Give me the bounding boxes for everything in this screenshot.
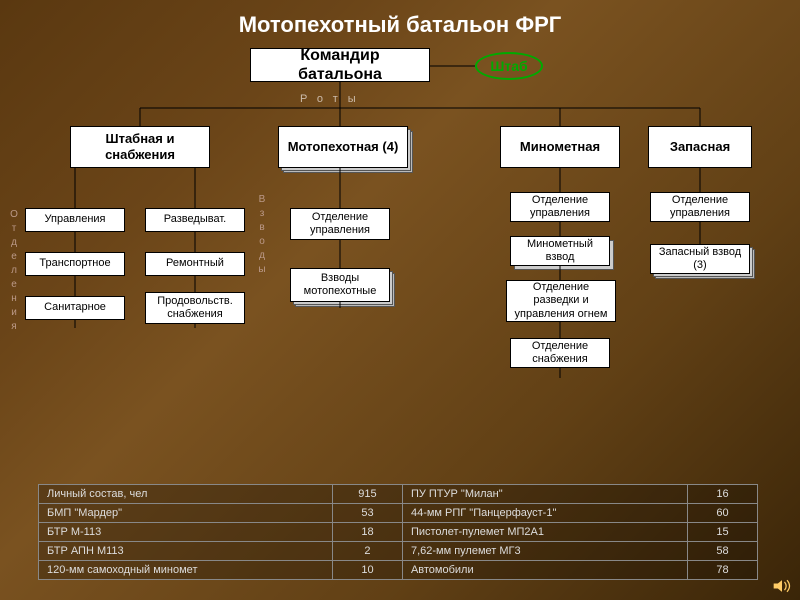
moto-otdel: Отделение управления <box>290 208 390 240</box>
table-cell-label: Автомобили <box>402 561 687 580</box>
table-row: БМП "Мардер"5344-мм РПГ "Панцерфауст-1"6… <box>39 504 758 523</box>
shtab-node: Штаб <box>475 52 543 80</box>
table-cell-value: 78 <box>688 561 758 580</box>
table-row: БТР АПН М11327,62-мм пулемет МГ358 <box>39 542 758 561</box>
table-cell-label: БТР АПН М113 <box>39 542 333 561</box>
mortar-otdel-upr: Отделение управления <box>510 192 610 222</box>
table-cell-label: БТР М-113 <box>39 523 333 542</box>
sound-icon <box>772 578 792 594</box>
reserve-vzvod: Запасный взвод (3) <box>650 244 750 274</box>
hq-sanitar: Санитарное <box>25 296 125 320</box>
hq-upravleniya: Управления <box>25 208 125 232</box>
table-cell-value: 18 <box>332 523 402 542</box>
table-row: Личный состав, чел915ПУ ПТУР "Милан"16 <box>39 485 758 504</box>
table-cell-value: 915 <box>332 485 402 504</box>
company-hq: Штабная и снабжения <box>70 126 210 168</box>
table-row: БТР М-11318Пистолет-пулемет МП2А115 <box>39 523 758 542</box>
org-chart: Командир батальона Штаб Роты Штабная и с… <box>0 48 800 458</box>
hq-razved: Разведыват. <box>145 208 245 232</box>
hq-remont: Ремонтный <box>145 252 245 276</box>
table-cell-label: БМП "Мардер" <box>39 504 333 523</box>
hq-prodov: Продовольств. снабжения <box>145 292 245 324</box>
company-reserve: Запасная <box>648 126 752 168</box>
table-row: 120-мм самоходный миномет10Автомобили78 <box>39 561 758 580</box>
mortar-razved: Отделение разведки и управления огнем <box>506 280 616 322</box>
table-cell-label: Личный состав, чел <box>39 485 333 504</box>
page-title: Мотопехотный батальон ФРГ <box>0 0 800 38</box>
reserve-otdel: Отделение управления <box>650 192 750 222</box>
table-cell-value: 10 <box>332 561 402 580</box>
table-cell-label: 7,62-мм пулемет МГ3 <box>402 542 687 561</box>
roty-label: Роты <box>300 93 366 105</box>
vzvody-label: Взводы <box>256 193 268 277</box>
company-mortar: Минометная <box>500 126 620 168</box>
table-cell-value: 60 <box>688 504 758 523</box>
table-cell-value: 16 <box>688 485 758 504</box>
table-cell-label: 44-мм РПГ "Панцерфауст-1" <box>402 504 687 523</box>
moto-vzvody: Взводы мотопехотные <box>290 268 390 302</box>
mortar-snab: Отделение снабжения <box>510 338 610 368</box>
table-cell-value: 15 <box>688 523 758 542</box>
table-cell-value: 58 <box>688 542 758 561</box>
hq-transport: Транспортное <box>25 252 125 276</box>
table-cell-label: ПУ ПТУР "Милан" <box>402 485 687 504</box>
company-moto: Мотопехотная (4) <box>278 126 408 168</box>
table-cell-label: Пистолет-пулемет МП2А1 <box>402 523 687 542</box>
table-cell-label: 120-мм самоходный миномет <box>39 561 333 580</box>
mortar-vzvod: Минометный взвод <box>510 236 610 266</box>
table-cell-value: 2 <box>332 542 402 561</box>
equipment-table: Личный состав, чел915ПУ ПТУР "Милан"16БМ… <box>38 484 758 580</box>
otdeleniya-label: Отделения <box>8 208 20 334</box>
commander-node: Командир батальона <box>250 48 430 82</box>
table-cell-value: 53 <box>332 504 402 523</box>
